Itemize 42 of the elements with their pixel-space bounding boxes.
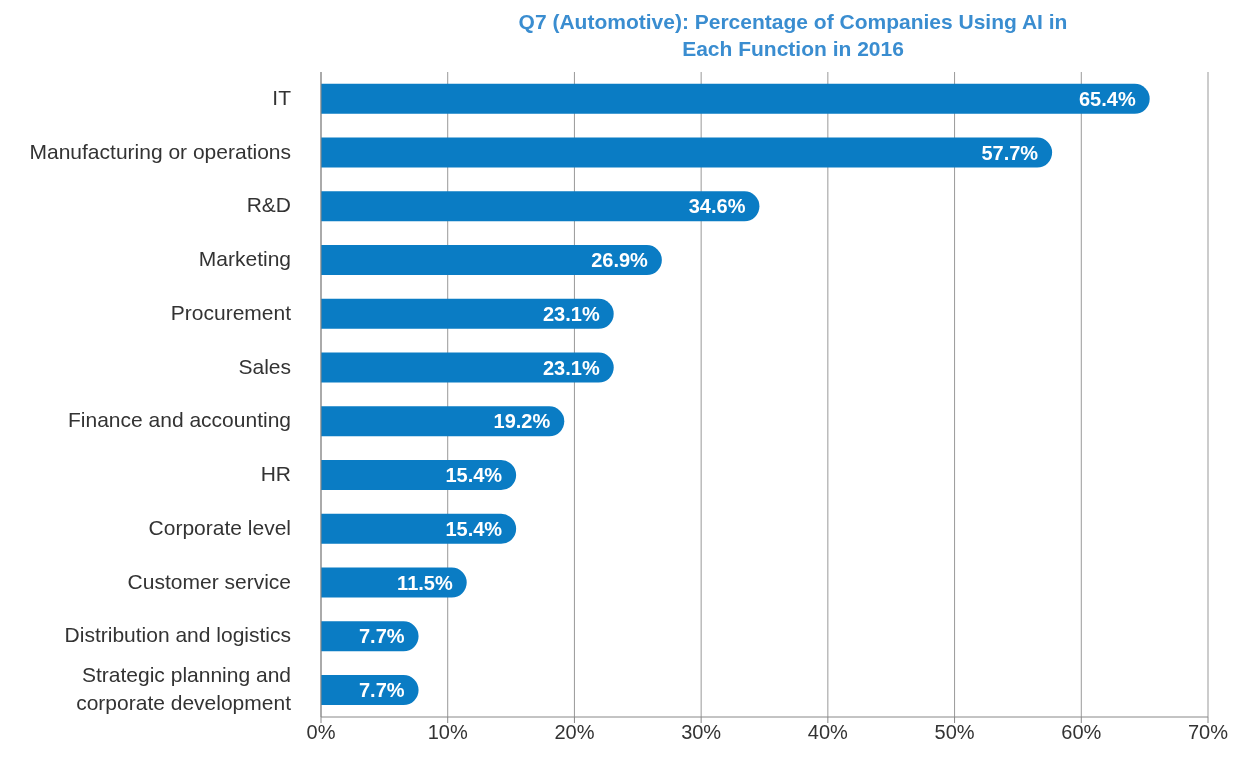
y-tick-label: Strategic planning and corporate development — [76, 662, 292, 714]
bar — [321, 298, 614, 329]
y-tick-label: Sales — [238, 354, 291, 378]
data-label: 15.4% — [445, 464, 503, 487]
bar — [321, 191, 760, 222]
y-tick-label: Marketing — [198, 246, 291, 270]
data-label: 23.1% — [542, 356, 600, 379]
x-tick-label: 70% — [1187, 721, 1229, 744]
bar — [321, 513, 517, 544]
y-tick-label: HR — [260, 461, 291, 485]
x-tick-label: 0% — [306, 721, 336, 744]
x-tick-label: 20% — [554, 721, 595, 744]
data-label: 7.7% — [358, 679, 405, 702]
data-label: 34.6% — [688, 195, 746, 218]
bar — [321, 137, 1053, 168]
y-tick-label: Distribution and logistics — [64, 622, 291, 646]
x-tick-label: 10% — [427, 721, 468, 744]
y-tick-label: Manufacturing or operations — [29, 139, 291, 163]
data-label: 7.7% — [358, 625, 405, 648]
data-label: 11.5% — [397, 571, 453, 594]
data-label: 23.1% — [542, 302, 600, 325]
y-tick-label: IT — [272, 85, 292, 109]
y-tick-label: Finance and accounting — [68, 407, 291, 431]
x-tick-label: 30% — [681, 721, 722, 744]
data-label: 26.9% — [591, 249, 649, 272]
bar — [321, 352, 614, 383]
y-tick-label: R&D — [246, 192, 291, 216]
y-tick-label: Corporate level — [148, 515, 291, 539]
x-tick-label: 60% — [1061, 721, 1102, 744]
data-label: 65.4% — [1078, 87, 1136, 110]
bar — [321, 83, 1150, 114]
x-tick-label: 50% — [934, 721, 975, 744]
data-label: 19.2% — [493, 410, 551, 433]
data-label: 15.4% — [445, 517, 503, 540]
y-tick-label: Customer service — [127, 569, 291, 593]
bar — [321, 406, 565, 437]
bar — [321, 245, 662, 276]
x-tick-label: 40% — [807, 721, 849, 744]
bar — [321, 460, 517, 491]
chart-title: Q7 (Automotive): Percentage of Companies Using AI in Each Function in 2016 — [517, 9, 1069, 62]
y-tick-label: Procurement — [170, 300, 292, 324]
data-label: 57.7% — [981, 141, 1039, 164]
